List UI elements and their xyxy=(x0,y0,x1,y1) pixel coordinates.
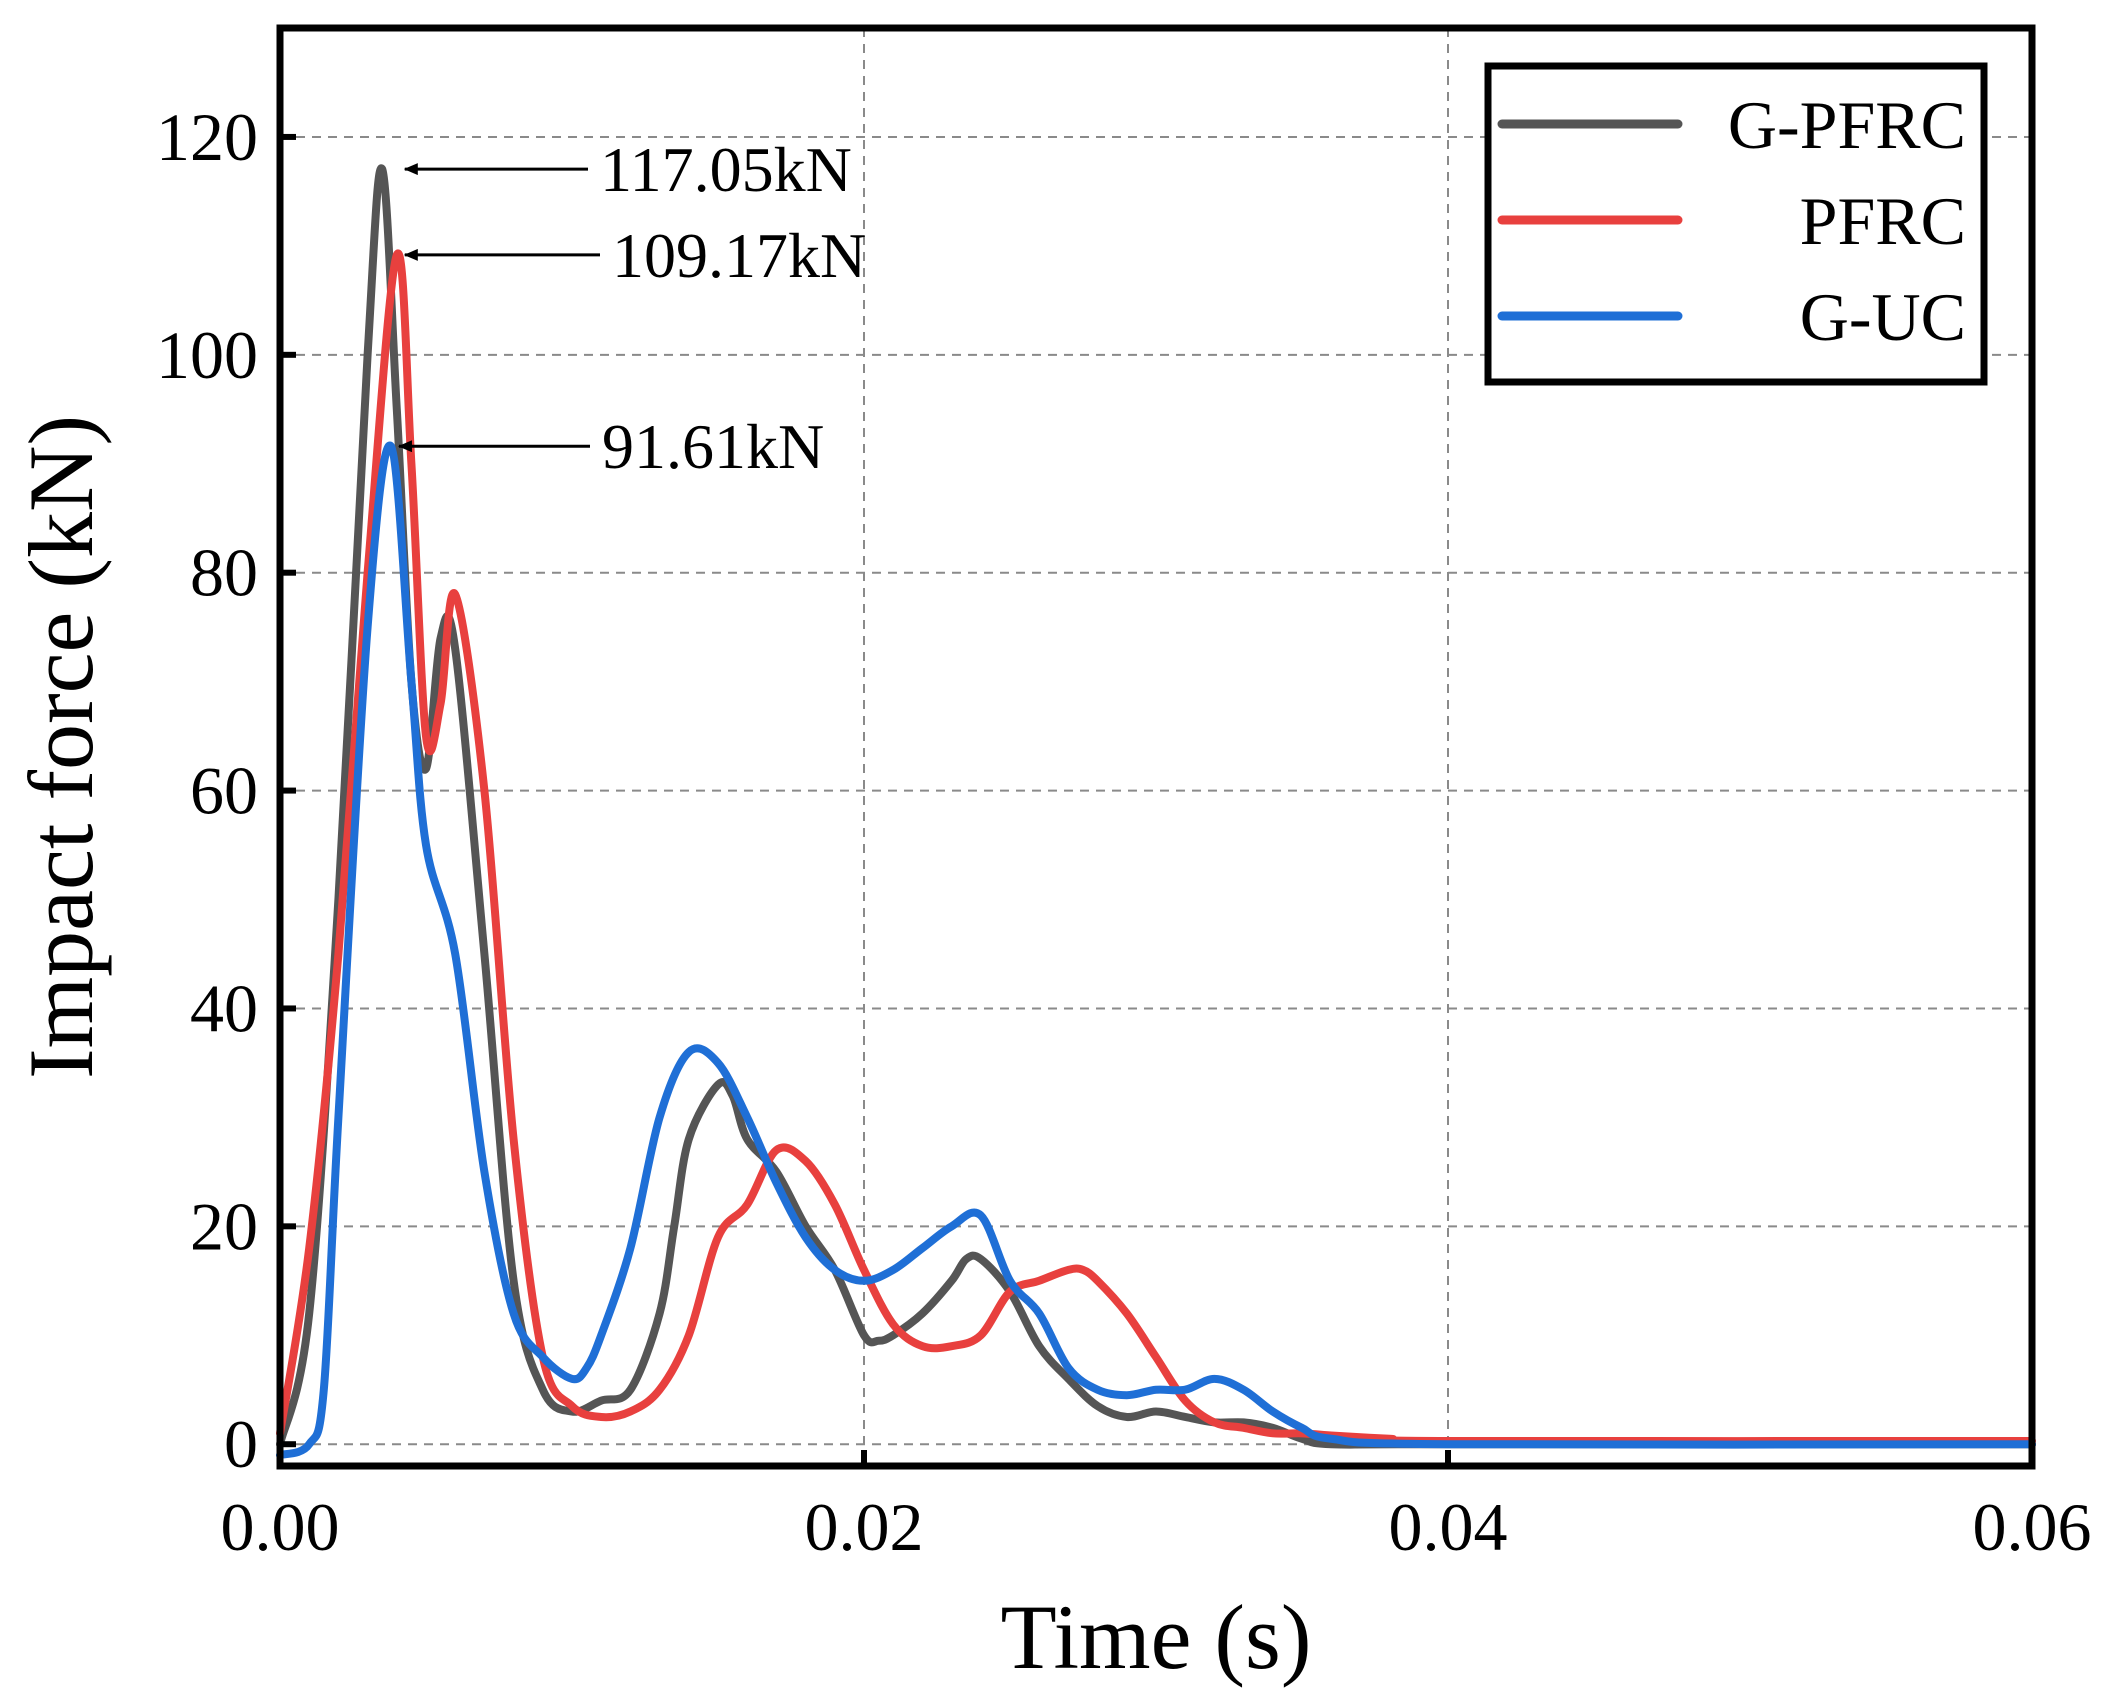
x-tick-label: 0.04 xyxy=(1389,1489,1508,1565)
x-tick-label: 0.06 xyxy=(1973,1489,2092,1565)
annotation-label: 117.05kN xyxy=(600,134,852,205)
x-tick-label: 0.00 xyxy=(221,1489,340,1565)
series-line-g-pfrc xyxy=(276,164,2036,1449)
y-tick-label: 80 xyxy=(190,535,258,611)
series-line-pfrc xyxy=(276,249,2036,1446)
axis-ticks: 0.00 0.02 0.04 0.06 0 20 40 60 80 100 120 xyxy=(156,99,2092,1565)
y-tick-label: 100 xyxy=(156,317,258,393)
legend-label-pfrc: PFRC xyxy=(1800,183,1966,259)
annotations: 117.05kN 109.17kN 91.61kN xyxy=(397,134,866,482)
y-tick-label: 120 xyxy=(156,99,258,175)
legend-label-g-pfrc: G-PFRC xyxy=(1728,87,1966,163)
x-tick-label: 0.02 xyxy=(805,1489,924,1565)
y-tick-label: 60 xyxy=(190,753,258,829)
y-axis-title: Impact force (kN) xyxy=(10,415,112,1079)
y-tick-label: 20 xyxy=(190,1188,258,1264)
annotation-label: 109.17kN xyxy=(612,220,866,291)
plot-frame xyxy=(276,24,2036,1470)
annotation-label: 91.61kN xyxy=(602,411,824,482)
x-axis-title: Time (s) xyxy=(1001,1586,1312,1688)
legend-label-g-uc: G-UC xyxy=(1800,279,1966,355)
y-tick-label: 0 xyxy=(224,1406,258,1482)
y-tick-label: 40 xyxy=(190,970,258,1046)
legend: G-PFRC PFRC G-UC xyxy=(1484,62,1988,386)
series-line-g-uc xyxy=(276,441,2036,1460)
series-layer xyxy=(276,164,2036,1460)
